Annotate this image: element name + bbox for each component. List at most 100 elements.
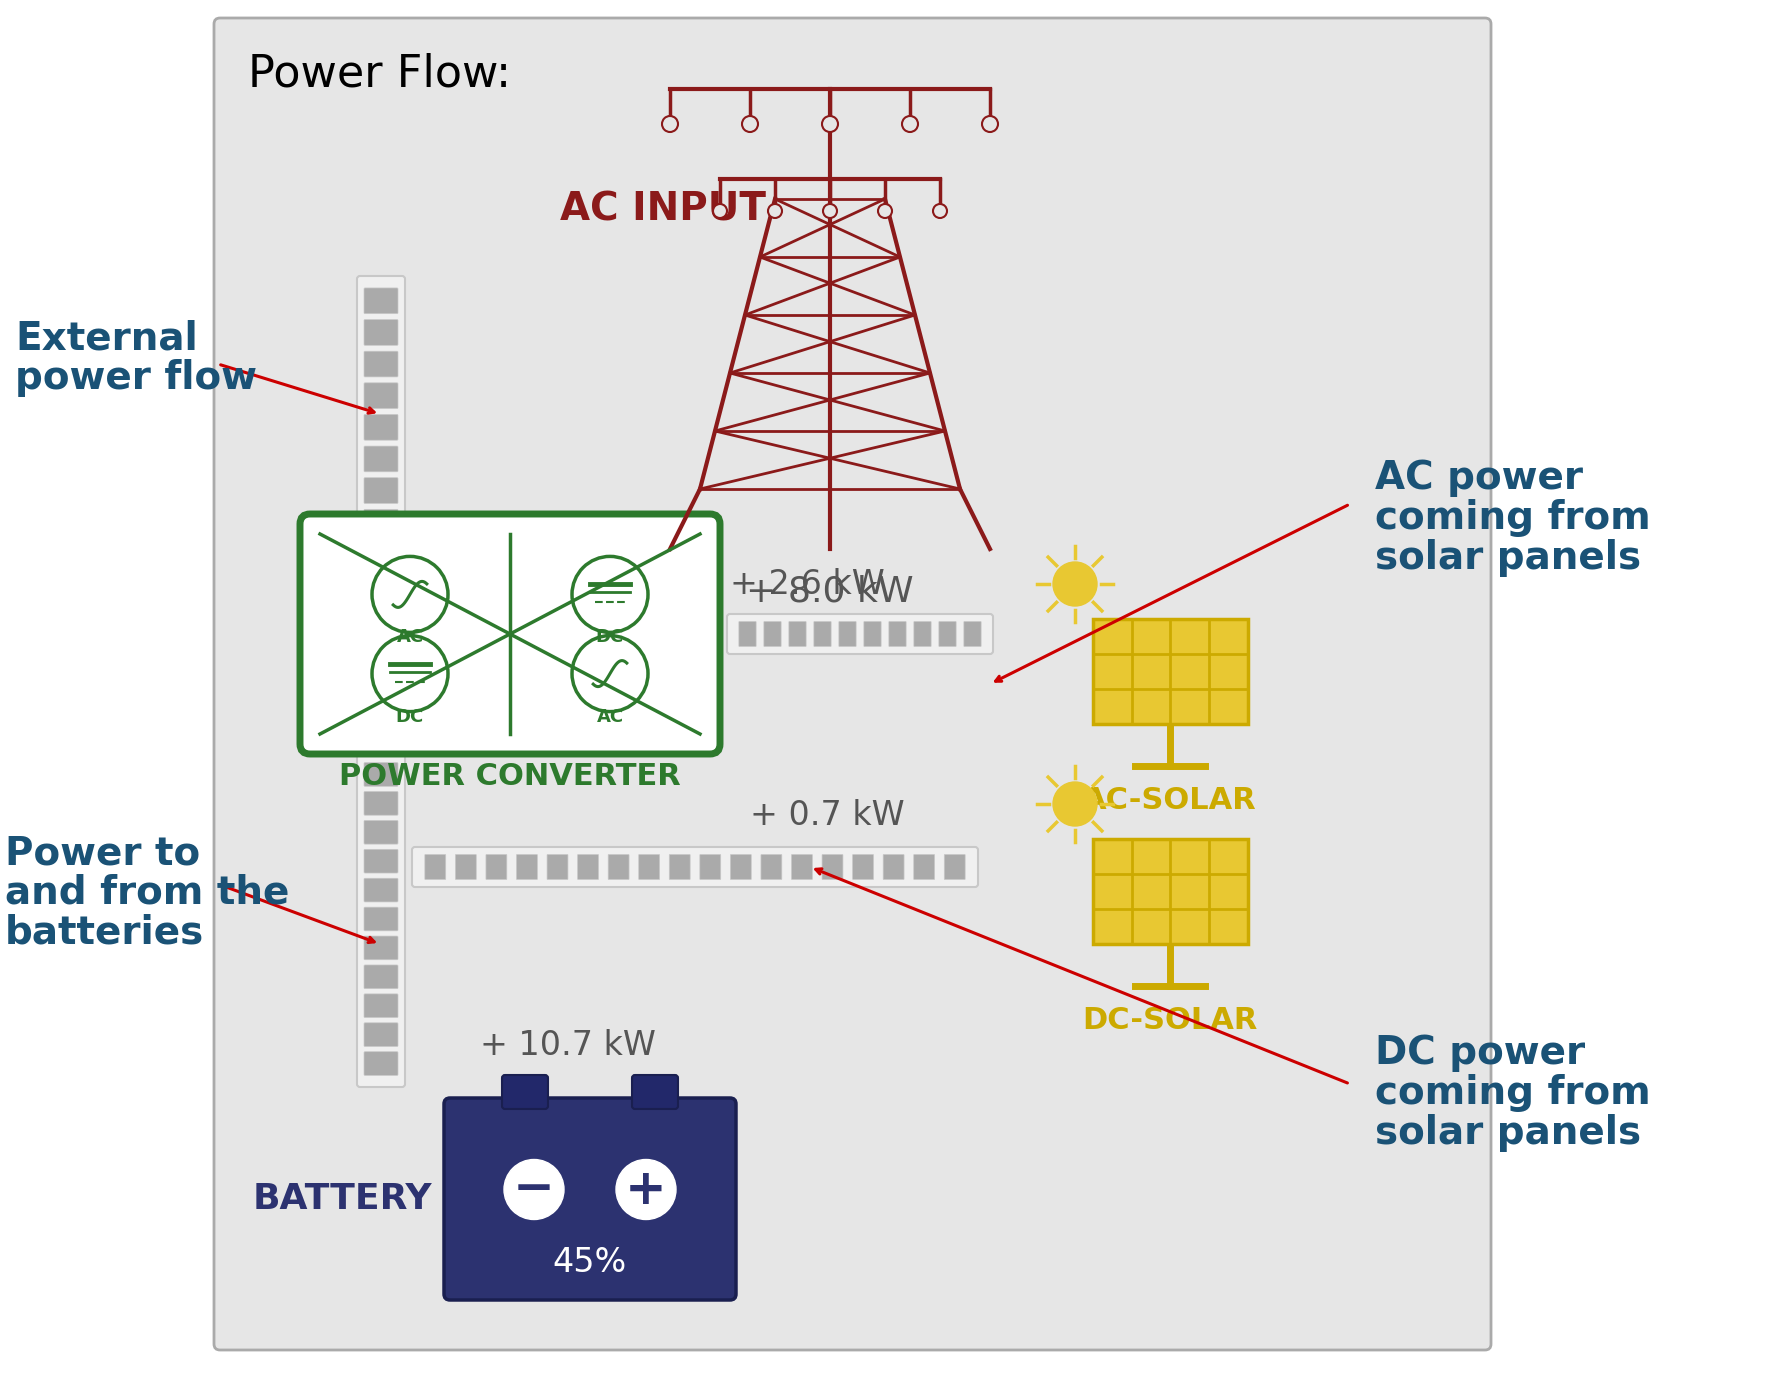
FancyBboxPatch shape [364, 965, 397, 989]
Text: batteries: batteries [5, 914, 205, 952]
FancyBboxPatch shape [761, 855, 781, 879]
FancyBboxPatch shape [577, 855, 599, 879]
FancyBboxPatch shape [852, 855, 873, 879]
FancyBboxPatch shape [364, 820, 397, 844]
Text: AC: AC [396, 628, 424, 646]
Text: 45%: 45% [552, 1245, 627, 1278]
FancyBboxPatch shape [738, 621, 756, 647]
Text: DC power: DC power [1374, 1035, 1584, 1072]
Text: AC power: AC power [1374, 459, 1582, 497]
FancyBboxPatch shape [364, 289, 397, 313]
FancyBboxPatch shape [763, 621, 781, 647]
FancyBboxPatch shape [608, 855, 629, 879]
Text: power flow: power flow [14, 359, 257, 397]
Text: coming from: coming from [1374, 1074, 1650, 1112]
FancyBboxPatch shape [864, 621, 880, 647]
FancyBboxPatch shape [503, 1074, 547, 1109]
Text: + 8.0 kW: + 8.0 kW [747, 574, 914, 609]
FancyBboxPatch shape [791, 855, 813, 879]
Text: DC-SOLAR: DC-SOLAR [1082, 1006, 1256, 1035]
FancyBboxPatch shape [638, 855, 659, 879]
Text: + 10.7 kW: + 10.7 kW [479, 1029, 656, 1062]
Circle shape [823, 203, 836, 218]
FancyBboxPatch shape [356, 276, 405, 547]
FancyBboxPatch shape [822, 855, 843, 879]
Text: AC: AC [597, 708, 624, 725]
FancyBboxPatch shape [700, 855, 720, 879]
FancyBboxPatch shape [364, 1051, 397, 1076]
Text: POWER CONVERTER: POWER CONVERTER [339, 763, 681, 791]
FancyBboxPatch shape [364, 447, 397, 471]
FancyBboxPatch shape [731, 855, 750, 879]
Text: + 0.7 kW: + 0.7 kW [750, 800, 903, 833]
FancyBboxPatch shape [912, 855, 934, 879]
Text: +: + [625, 1165, 666, 1213]
FancyBboxPatch shape [788, 621, 805, 647]
FancyBboxPatch shape [412, 846, 978, 888]
Text: AC INPUT: AC INPUT [560, 190, 766, 228]
FancyBboxPatch shape [668, 855, 690, 879]
FancyBboxPatch shape [364, 510, 397, 534]
Circle shape [768, 203, 782, 218]
Circle shape [877, 203, 891, 218]
FancyBboxPatch shape [424, 855, 446, 879]
FancyBboxPatch shape [547, 855, 568, 879]
FancyBboxPatch shape [944, 855, 964, 879]
Circle shape [741, 115, 757, 132]
FancyBboxPatch shape [364, 478, 397, 503]
FancyBboxPatch shape [486, 855, 506, 879]
FancyBboxPatch shape [813, 621, 830, 647]
FancyBboxPatch shape [454, 855, 476, 879]
FancyBboxPatch shape [882, 855, 903, 879]
Text: −: − [513, 1165, 554, 1213]
FancyBboxPatch shape [444, 1098, 736, 1300]
FancyBboxPatch shape [964, 621, 980, 647]
FancyBboxPatch shape [364, 415, 397, 440]
FancyBboxPatch shape [364, 320, 397, 345]
Text: solar panels: solar panels [1374, 1114, 1639, 1151]
Circle shape [1053, 562, 1096, 606]
FancyBboxPatch shape [364, 763, 397, 786]
Text: solar panels: solar panels [1374, 539, 1639, 577]
FancyBboxPatch shape [356, 752, 405, 1087]
Circle shape [932, 203, 946, 218]
FancyBboxPatch shape [364, 383, 397, 408]
Text: DC: DC [595, 628, 624, 646]
Circle shape [902, 115, 918, 132]
FancyBboxPatch shape [939, 621, 955, 647]
FancyBboxPatch shape [727, 614, 993, 654]
Text: DC: DC [396, 708, 424, 725]
FancyBboxPatch shape [364, 907, 397, 930]
Text: coming from: coming from [1374, 499, 1650, 537]
Circle shape [661, 115, 677, 132]
FancyBboxPatch shape [889, 621, 905, 647]
FancyBboxPatch shape [364, 993, 397, 1018]
FancyBboxPatch shape [299, 514, 720, 754]
Circle shape [982, 115, 998, 132]
FancyBboxPatch shape [364, 791, 397, 815]
Text: and from the: and from the [5, 874, 289, 912]
Text: Power to: Power to [5, 834, 200, 872]
Circle shape [504, 1160, 563, 1220]
Circle shape [615, 1160, 675, 1220]
FancyBboxPatch shape [1092, 620, 1247, 724]
FancyBboxPatch shape [838, 621, 855, 647]
FancyBboxPatch shape [214, 18, 1490, 1351]
Circle shape [1053, 782, 1096, 826]
FancyBboxPatch shape [914, 621, 930, 647]
FancyBboxPatch shape [364, 1022, 397, 1047]
Text: + 2.6 kW: + 2.6 kW [729, 567, 884, 600]
FancyBboxPatch shape [364, 352, 397, 376]
Circle shape [822, 115, 838, 132]
Circle shape [713, 203, 727, 218]
FancyBboxPatch shape [364, 878, 397, 901]
FancyBboxPatch shape [1092, 840, 1247, 944]
FancyBboxPatch shape [364, 849, 397, 872]
FancyBboxPatch shape [631, 1074, 677, 1109]
Text: BATTERY: BATTERY [253, 1182, 431, 1216]
Text: Power Flow:: Power Flow: [248, 52, 511, 95]
FancyBboxPatch shape [517, 855, 536, 879]
FancyBboxPatch shape [364, 936, 397, 960]
Text: AC-SOLAR: AC-SOLAR [1082, 786, 1256, 815]
Text: External: External [14, 319, 198, 357]
